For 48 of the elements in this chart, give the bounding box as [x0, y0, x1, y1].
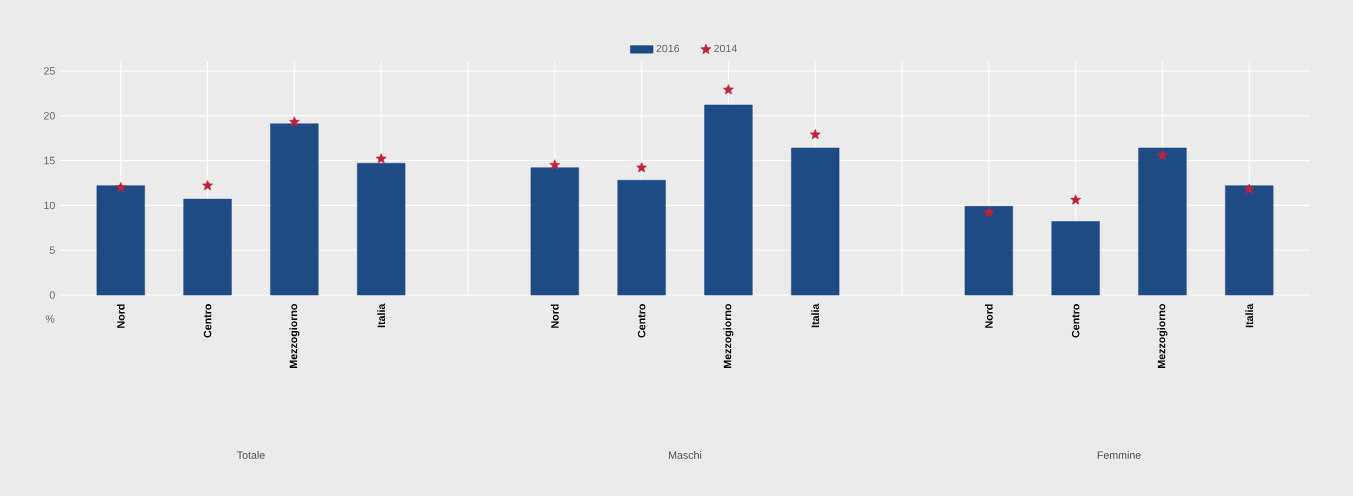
- text: Totale: [237, 451, 265, 459]
- x-tick-label: Centro: [1071, 304, 1080, 338]
- text: Maschi: [669, 451, 702, 459]
- y-tick-label: 5: [49, 246, 55, 254]
- x-tick-label: Italia: [1245, 303, 1254, 328]
- bar: [270, 123, 319, 296]
- point: [289, 116, 300, 127]
- text: Femmine: [1097, 451, 1141, 459]
- bar: [357, 163, 406, 296]
- x-tick-label: Nord: [550, 304, 559, 328]
- x-tick-label: Centro: [637, 304, 646, 338]
- legend-label: 2016: [656, 44, 680, 53]
- x-tick-label: Italia: [377, 303, 386, 328]
- x-tick-label: Mezzogiorno: [723, 304, 734, 368]
- point: [809, 129, 821, 140]
- point: [723, 84, 734, 95]
- bar: [704, 104, 753, 296]
- y-tick-label: 10: [44, 201, 55, 210]
- bar: [96, 185, 145, 296]
- y-axis-title: %: [45, 315, 55, 323]
- bar: [791, 147, 840, 296]
- legend-label: 2014: [714, 44, 737, 53]
- bar: [183, 198, 232, 296]
- point: [1243, 183, 1255, 194]
- point: [1157, 149, 1168, 160]
- x-tick-label: Mezzogiorno: [289, 304, 300, 368]
- x-tick-label: Centro: [203, 304, 212, 338]
- bar: [1138, 147, 1187, 296]
- bar: [964, 206, 1013, 296]
- y-tick-label: 0: [49, 291, 55, 299]
- point: [375, 153, 387, 164]
- bar: [1051, 221, 1100, 296]
- y-tick-label: 20: [44, 112, 55, 120]
- x-tick-label: Nord: [116, 304, 125, 328]
- y-tick-label: 25: [44, 67, 55, 75]
- x-tick-label: Italia: [811, 303, 820, 328]
- x-tick-label: Nord: [984, 304, 993, 328]
- point: [115, 181, 127, 193]
- point: [636, 162, 647, 173]
- point: [983, 206, 995, 218]
- point: [549, 159, 561, 170]
- point: [202, 180, 213, 191]
- y-tick-label: 15: [44, 156, 55, 165]
- x-tick-label: Mezzogiorno: [1157, 304, 1168, 368]
- point: [1070, 194, 1081, 205]
- bar: [617, 180, 666, 296]
- bar: [530, 167, 579, 296]
- bar: [1225, 185, 1274, 296]
